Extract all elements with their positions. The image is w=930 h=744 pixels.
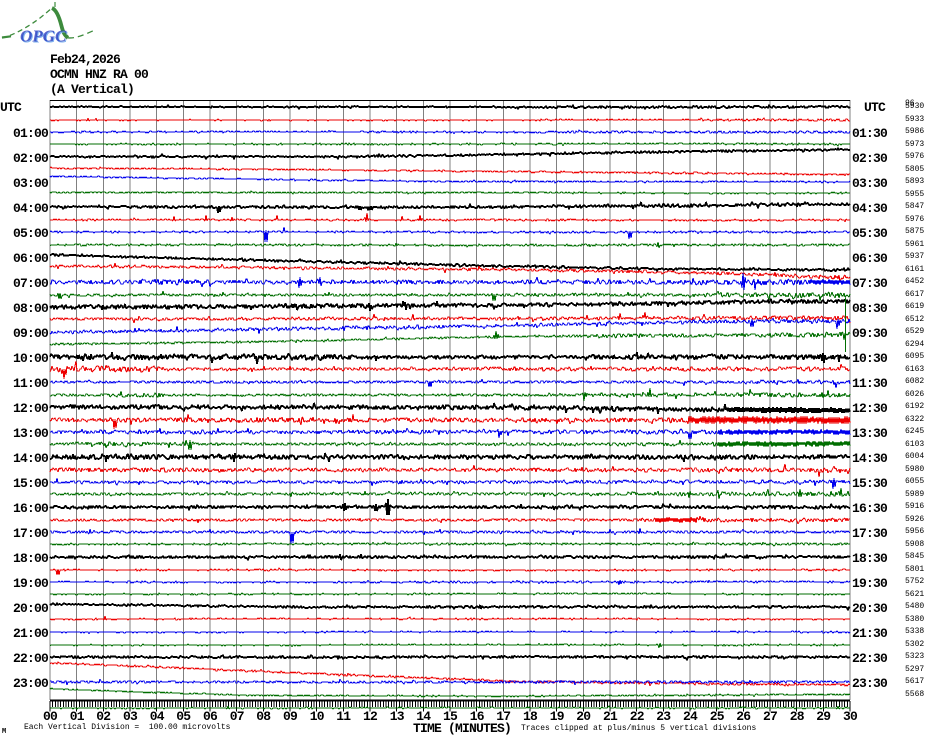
svg-text:OPGC: OPGC [21, 28, 68, 47]
svg-text:OPGC: OPGC [20, 27, 67, 46]
